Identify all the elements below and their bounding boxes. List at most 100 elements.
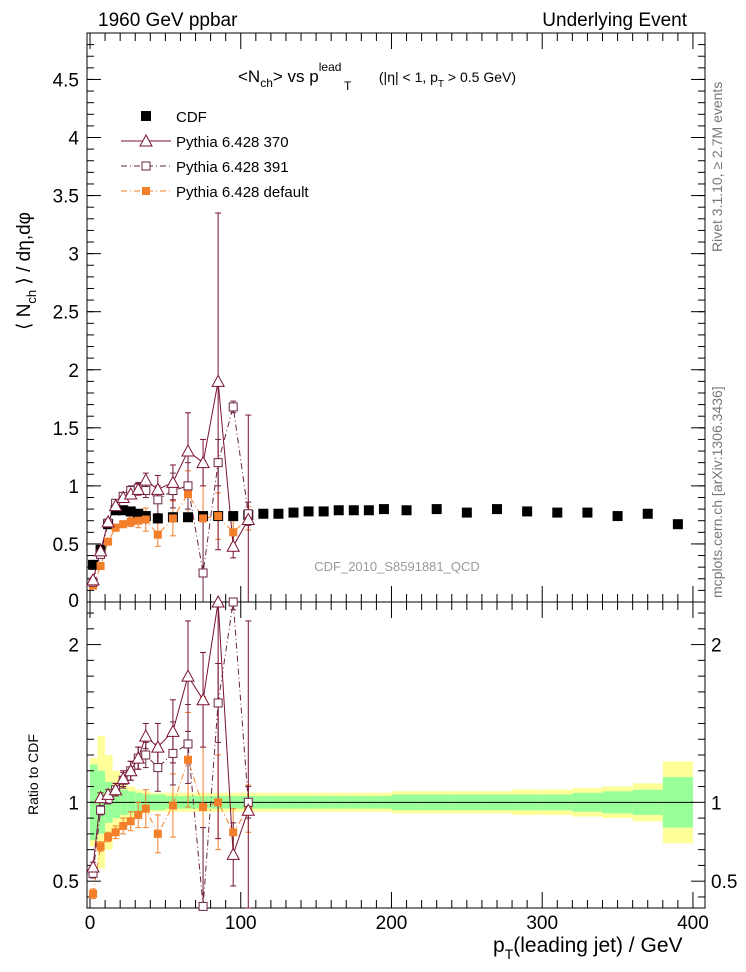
legend-label-default: Pythia 6.428 default: [176, 184, 309, 201]
p370-point: [196, 455, 210, 469]
header-left: 1960 GeV ppbar: [98, 10, 238, 31]
ratio-p370-point: [196, 692, 210, 706]
ylabel-main: ⟨ Nch ⟩ / dη,dφ: [14, 212, 39, 330]
ylabel-a: ⟨ N: [14, 304, 35, 330]
cdf-point: [672, 519, 683, 530]
main-ytick-label: 3: [68, 245, 79, 266]
p370-point: [211, 374, 225, 387]
ratio-default-point: [96, 842, 105, 851]
p370-point: [166, 475, 180, 488]
legend-label-391: Pythia 6.428 391: [176, 159, 289, 176]
ratio-default-point: [111, 828, 120, 837]
title-part-mid: > vs p: [273, 67, 319, 86]
cdf-point: [401, 505, 412, 516]
ratio-p391-point: [141, 750, 151, 760]
ratio-default-point: [89, 889, 98, 898]
p391-point: [213, 458, 223, 468]
cdf-point: [363, 505, 374, 516]
main-ytick-label-zero: 0: [68, 591, 79, 612]
chart-title: <Nch> vs pleadT (|η| < 1, pT > 0.5 GeV): [238, 60, 516, 93]
legend-label-cdf: CDF: [176, 109, 207, 126]
cdf-point: [125, 506, 136, 517]
p370-point: [101, 514, 115, 528]
default-point: [126, 517, 135, 526]
p391-point: [153, 495, 163, 505]
title-tail-sub: T: [438, 79, 444, 90]
default-point: [134, 516, 143, 525]
default-point: [214, 512, 223, 521]
ratio-p391-point: [168, 748, 178, 758]
title-part-a: <N: [238, 67, 260, 86]
cdf-point: [348, 505, 359, 516]
main-ytick-label: 2.5: [53, 303, 79, 324]
ratio-p370-point: [151, 740, 165, 753]
ratio-p370-point: [108, 782, 123, 796]
default-point: [104, 537, 113, 546]
cdf-point: [258, 508, 269, 519]
ratio-p391-point: [153, 763, 163, 773]
p391-point: [228, 402, 238, 412]
default-point: [168, 514, 177, 523]
ratio-p391-point: [213, 698, 223, 708]
ratio-default-point: [119, 821, 128, 830]
ratio-default-point: [168, 801, 177, 810]
p370-point: [108, 498, 123, 512]
legend-marker-default: [142, 187, 150, 195]
main-ytick-label: 3.5: [53, 187, 79, 208]
ratio-ytick-label: 1: [68, 793, 79, 814]
ratio-frame: [86, 601, 706, 909]
p370-point: [138, 473, 153, 486]
main-plot: 0.5 1 1.5 2 2.5 3 3.5 4 4.5 0: [53, 32, 706, 612]
cdf-point: [118, 505, 129, 516]
ratio-ytick-label: 2: [68, 636, 79, 657]
ratio-default-point: [183, 755, 192, 764]
ratio-p370-point: [226, 847, 241, 860]
cdf-point: [152, 513, 163, 524]
title-sub-ch: ch: [260, 76, 273, 90]
legend-marker-391: [141, 161, 151, 171]
ratio-p370-point: [131, 751, 146, 764]
legend-label-370: Pythia 6.428 370: [176, 134, 289, 151]
cdf-point: [333, 505, 344, 516]
p370-point: [93, 543, 108, 557]
main-ytick-label: 0.5: [53, 535, 79, 556]
ratio-p370-point: [241, 803, 256, 816]
p391-point: [198, 568, 208, 578]
side-bottom: mcplots.cern.ch [arXiv:1306.3436]: [709, 386, 725, 598]
ratio-p370-point: [116, 771, 131, 785]
watermark: CDF_2010_S8591881_QCD: [314, 559, 480, 574]
ratio-xtick-label: 200: [376, 913, 408, 934]
xlabel: pT(leading jet) / GeV: [493, 934, 683, 962]
xlabel-b: (leading jet) / GeV: [513, 934, 682, 957]
cdf-point: [228, 511, 239, 522]
ratio-ytick-label-right: 1: [711, 793, 722, 814]
ratio-ytick-label: 0.5: [53, 872, 79, 893]
main-ytick-label: 2: [68, 361, 79, 382]
ylabel-b: ⟩ / dη,dφ: [14, 212, 35, 290]
default-point: [96, 562, 105, 571]
cdf-point: [303, 506, 314, 517]
ratio-p370-point: [86, 859, 100, 873]
cdf-point: [288, 507, 299, 518]
title-sup-lead: lead: [319, 60, 342, 74]
ratio-p370-point: [123, 763, 138, 777]
ratio-ytick-label-right: 2: [711, 636, 722, 657]
cdf-point: [431, 504, 442, 515]
p391-point: [183, 481, 193, 491]
ratio-xtick-label: 100: [225, 913, 257, 934]
default-point: [199, 514, 208, 523]
ylabel-ratio: Ratio to CDF: [25, 734, 41, 815]
cdf-point: [182, 512, 193, 523]
p370-point: [151, 482, 165, 495]
cdf-point: [582, 507, 593, 518]
legend: CDF Pythia 6.428 370 Pythia 6.428 391 Py…: [121, 109, 309, 201]
cdf-point: [642, 508, 653, 519]
ratio-p391-point: [96, 805, 106, 815]
ratio-p370-point: [166, 724, 180, 737]
default-point: [119, 520, 128, 529]
main-ytick-label: 4.5: [53, 70, 79, 91]
side-top: Rivet 3.1.10, ≥ 2.7M events: [709, 82, 725, 252]
default-point: [229, 528, 238, 537]
